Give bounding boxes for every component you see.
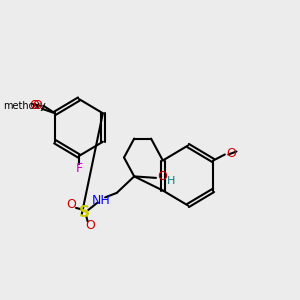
Text: O: O <box>226 147 236 160</box>
Text: O: O <box>32 99 42 112</box>
Text: methoxy: methoxy <box>3 101 46 111</box>
Text: O: O <box>158 170 167 183</box>
Text: O: O <box>85 219 95 232</box>
Text: O: O <box>30 99 40 112</box>
Text: O: O <box>67 198 76 212</box>
Text: H: H <box>167 176 176 186</box>
Text: NH: NH <box>92 194 110 207</box>
Text: F: F <box>75 161 82 175</box>
Text: S: S <box>79 205 90 220</box>
